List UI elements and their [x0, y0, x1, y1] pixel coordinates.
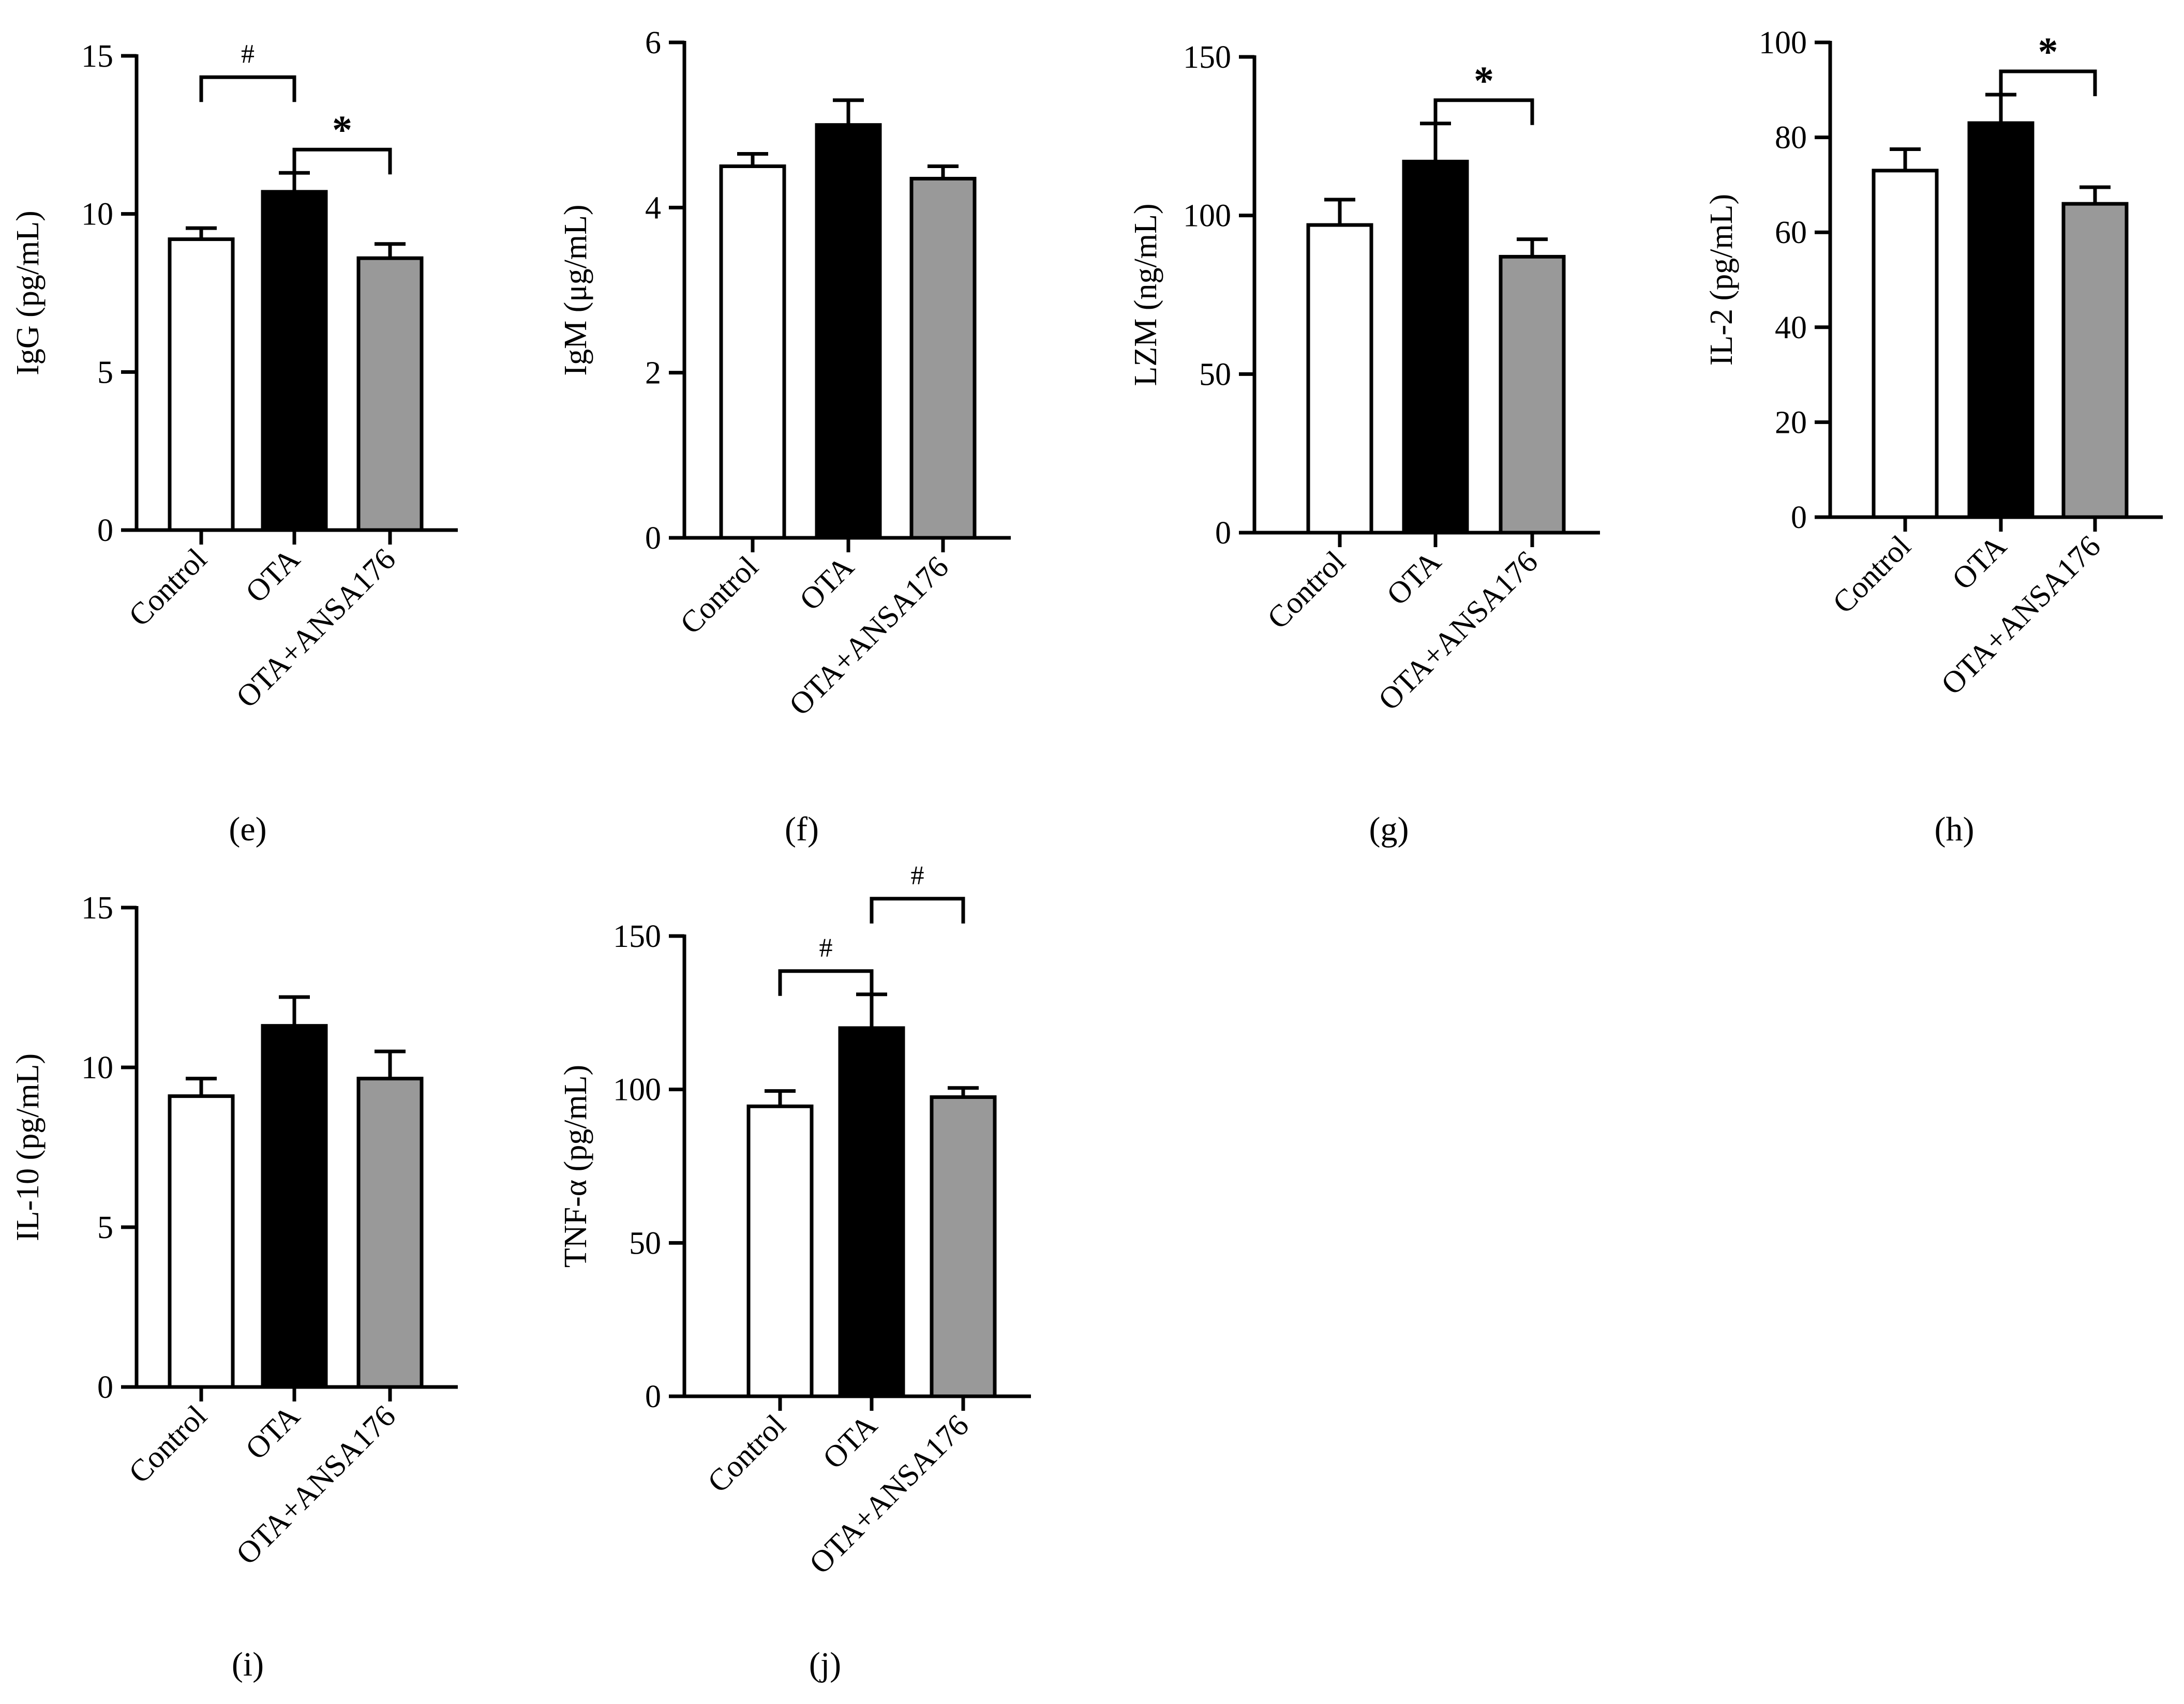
y-tick-label: 15 [81, 891, 113, 926]
significance-bracket [199, 75, 296, 102]
bar-2 [838, 1026, 905, 1398]
bar-3 [356, 256, 424, 532]
y-axis-label: TNF-α (pg/mL) [558, 1065, 593, 1268]
y-axis-label: IL-2 (pg/mL) [1704, 194, 1739, 366]
y-tick-label: 10 [81, 1050, 113, 1085]
y-tick-label: 0 [1791, 500, 1807, 535]
category-label: OTA [239, 542, 306, 609]
category-label: Control [701, 1408, 792, 1499]
significance-bracket [1999, 69, 2097, 96]
y-tick-label: 2 [645, 356, 661, 391]
significance-star: * [1474, 58, 1494, 103]
y-axis-label: IgM (μg/mL) [558, 204, 593, 375]
y-axis-label: IL-10 (pg/mL) [10, 1053, 46, 1241]
y-tick-label: 0 [1215, 516, 1231, 551]
y-tick-label: 50 [1199, 357, 1231, 392]
bar-2 [1402, 159, 1469, 535]
significance-bracket [870, 897, 965, 924]
category-label: Control [122, 1399, 213, 1490]
bar-2 [261, 190, 328, 532]
y-tick-label: 0 [97, 513, 113, 548]
y-tick-label: 0 [97, 1370, 113, 1405]
panel-label: (f) [785, 810, 819, 848]
category-label: OTA+ANSA176 [230, 542, 402, 715]
bar-1 [168, 237, 235, 532]
bar-3 [909, 176, 977, 540]
significance-star: * [2038, 29, 2058, 74]
significance-hash: # [819, 933, 833, 963]
significance-hash: # [911, 861, 924, 891]
y-tick-label: 60 [1775, 215, 1807, 250]
bar-1 [168, 1094, 235, 1389]
panel-label: (e) [229, 810, 266, 848]
bar-3 [1499, 254, 1566, 535]
y-tick-label: 80 [1775, 120, 1807, 156]
significance-bracket [292, 147, 392, 175]
y-tick-label: 0 [645, 521, 661, 556]
y-tick-label: 100 [613, 1073, 661, 1108]
bar-1 [1872, 169, 1939, 519]
category-label: Control [1826, 529, 1917, 620]
panel-label: (i) [232, 1646, 264, 1683]
y-tick-label: 100 [1183, 199, 1231, 234]
y-tick-label: 0 [645, 1379, 661, 1414]
bar-2 [1967, 121, 2035, 519]
y-tick-label: 20 [1775, 405, 1807, 440]
bar-1 [746, 1104, 814, 1398]
category-label: OTA [1380, 545, 1447, 612]
category-label: Control [1261, 545, 1352, 636]
bar-1 [1306, 223, 1373, 535]
y-tick-label: 150 [613, 919, 661, 954]
bar-1 [719, 164, 786, 540]
y-tick-label: 50 [629, 1226, 661, 1261]
category-label: OTA+ANSA176 [803, 1408, 976, 1581]
panel-label: (h) [1935, 810, 1974, 848]
y-tick-label: 15 [81, 39, 113, 74]
category-label: OTA+ANSA176 [230, 1399, 402, 1572]
y-tick-label: 150 [1183, 40, 1231, 75]
y-tick-label: 10 [81, 197, 113, 232]
category-label: OTA+ANSA176 [1935, 529, 2107, 702]
category-label: OTA [793, 550, 860, 617]
category-label: Control [122, 542, 213, 633]
panel-label: (g) [1369, 810, 1409, 848]
y-tick-label: 5 [97, 355, 113, 390]
category-label: OTA [239, 1399, 306, 1466]
significance-bracket [778, 969, 874, 996]
bar-2 [815, 123, 882, 540]
bar-3 [356, 1077, 424, 1389]
significance-hash: # [241, 39, 255, 69]
y-tick-label: 5 [97, 1210, 113, 1245]
bar-3 [2061, 202, 2129, 519]
y-axis-label: IgG (pg/mL) [10, 210, 46, 375]
category-label: Control [674, 550, 765, 641]
category-label: OTA [1946, 529, 2013, 596]
y-tick-label: 6 [645, 25, 661, 61]
y-tick-label: 40 [1775, 310, 1807, 345]
panel-label: (j) [809, 1646, 841, 1683]
significance-star: * [332, 107, 352, 152]
bar-3 [930, 1095, 997, 1398]
y-tick-label: 100 [1759, 25, 1807, 61]
y-axis-label: LZM (ng/mL) [1128, 204, 1163, 386]
category-label: OTA [816, 1408, 884, 1475]
significance-bracket [1433, 98, 1534, 125]
y-tick-label: 4 [645, 190, 661, 225]
category-label: OTA+ANSA176 [783, 550, 955, 722]
bar-2 [261, 1024, 328, 1389]
